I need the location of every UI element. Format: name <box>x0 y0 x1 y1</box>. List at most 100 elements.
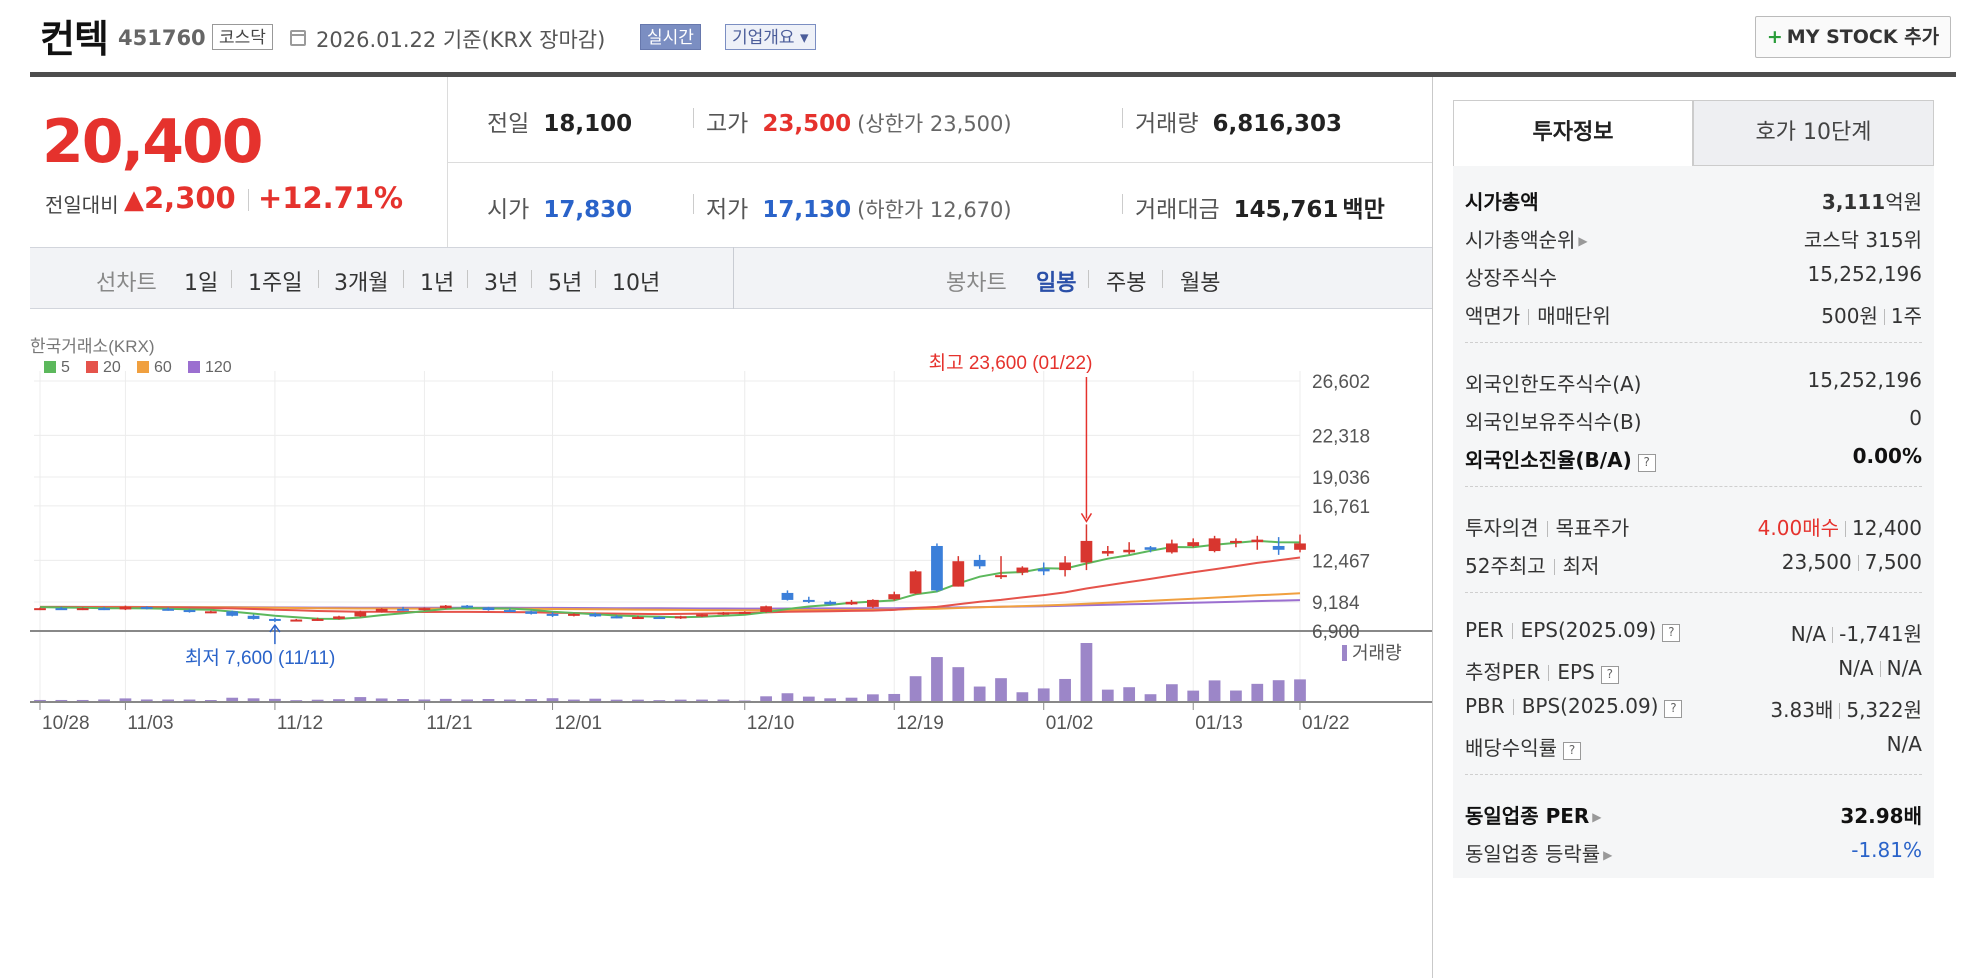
row-sector-change[interactable]: 동일업종 등락률 ▶ -1.81% <box>1453 832 1934 870</box>
row-dividend: 배당수익률? N/A <box>1453 726 1934 764</box>
separator <box>595 270 596 288</box>
row-sector-per[interactable]: 동일업종 PER ▶ 32.98배 <box>1453 794 1934 832</box>
range-1w[interactable]: 1주일 <box>248 271 303 296</box>
help-icon[interactable]: ? <box>1637 454 1656 472</box>
per-eps-label: PER EPS(2025.09)? <box>1465 618 1681 642</box>
rank-label[interactable]: 시가총액순위 ▶ <box>1465 224 1588 253</box>
volume-bar <box>98 699 110 702</box>
pbr-label: PBR <box>1465 694 1505 718</box>
range-3m[interactable]: 3개월 <box>334 271 389 296</box>
bps-label: BPS(2025.09) <box>1521 694 1659 718</box>
sector-change-value: -1.81% <box>1851 838 1922 862</box>
legend-swatch <box>137 361 149 373</box>
separator <box>1553 559 1555 575</box>
volume-bar <box>781 693 794 702</box>
volume-bar <box>269 698 281 702</box>
volume-bar <box>76 699 89 702</box>
low-annotation: 최저 7,600 (11/11) <box>185 647 335 669</box>
calendar-icon <box>290 30 306 46</box>
foreign-ratio-label-text: 외국인소진율(B/A) <box>1465 448 1632 472</box>
add-my-stock-button[interactable]: + MY STOCK 추가 <box>1755 16 1951 58</box>
candle-body <box>1144 547 1157 550</box>
range-3y[interactable]: 3년 <box>484 271 519 296</box>
help-icon[interactable]: ? <box>1600 666 1619 684</box>
separator <box>1122 194 1123 214</box>
shares-value: 15,252,196 <box>1807 262 1922 286</box>
candle-weekly[interactable]: 주봉 <box>1106 271 1147 296</box>
candle-body <box>503 610 516 613</box>
y-tick-label: 6,900 <box>1312 622 1360 643</box>
stat-label: 전일 <box>487 111 530 137</box>
separator <box>248 189 249 211</box>
candle-body <box>1165 543 1178 553</box>
sector-change-label[interactable]: 동일업종 등락률 ▶ <box>1465 838 1612 867</box>
range-1d[interactable]: 1일 <box>184 271 219 296</box>
x-tick-label: 01/02 <box>1046 713 1094 734</box>
candle-body <box>760 606 772 612</box>
header: 컨텍 451760 코스닥 2026.01.22 기준(KRX 장마감) 실시간… <box>0 0 1986 72</box>
candle-monthly[interactable]: 월봉 <box>1180 271 1221 296</box>
help-icon[interactable]: ? <box>1662 624 1681 642</box>
rank-value: 코스닥 315위 <box>1803 228 1922 252</box>
range-1y[interactable]: 1년 <box>420 271 455 296</box>
tab-orderbook[interactable]: 호가 10단계 <box>1693 100 1934 166</box>
row-opinion: 투자의견 목표주가 4.00매수 12,400 <box>1453 506 1934 544</box>
foreign-limit-value: 15,252,196 <box>1807 368 1922 392</box>
separator <box>1845 521 1847 537</box>
caret-right-icon: ▶ <box>1603 848 1613 862</box>
volume-bar <box>1251 683 1264 702</box>
volume-bar <box>717 699 730 702</box>
volume-bar <box>1144 694 1157 702</box>
stat-value: 23,500 <box>762 111 852 137</box>
help-icon[interactable]: ? <box>1664 700 1683 718</box>
candle-body <box>397 608 409 611</box>
per-eps-value: N/A -1,741원 <box>1791 618 1922 647</box>
est-per-value: N/A N/A <box>1838 656 1922 680</box>
y-tick-label: 12,467 <box>1312 551 1370 572</box>
pbr-bps-value: 3.83배 5,322원 <box>1770 694 1922 723</box>
volume-bar <box>1272 680 1285 702</box>
help-icon[interactable]: ? <box>1563 742 1581 760</box>
tab-invest-info[interactable]: 투자정보 <box>1453 100 1693 166</box>
change-label: 전일대비 <box>45 193 119 217</box>
candle-body <box>674 616 687 619</box>
dividend-label-text: 배당수익률 <box>1465 736 1557 760</box>
realtime-button[interactable]: 실시간 <box>640 24 701 50</box>
foreign-hold-label: 외국인보유주식수(B) <box>1465 410 1642 434</box>
volume-bar <box>247 698 260 702</box>
sector-per-label[interactable]: 동일업종 PER ▶ <box>1465 800 1602 829</box>
plus-icon: + <box>1766 26 1783 48</box>
candle-body <box>568 613 580 616</box>
add-my-stock-label: MY STOCK 추가 <box>1786 26 1940 48</box>
header-divider <box>30 72 1956 77</box>
candle-body <box>525 611 538 614</box>
candle-body <box>589 613 602 617</box>
separator <box>467 270 468 288</box>
chart-axes <box>30 630 1432 703</box>
invest-info-panel: 시가총액 3,111억원 시가총액순위 ▶ 코스닥 315위 상장주식수 15,2… <box>1453 166 1934 878</box>
market-cap-unit: 억원 <box>1885 190 1922 214</box>
volume-bar <box>439 698 452 702</box>
candle-body <box>824 601 837 605</box>
range-10y[interactable]: 10년 <box>612 271 661 296</box>
volume-bar <box>162 699 175 702</box>
candle-body <box>909 571 922 594</box>
row-rank[interactable]: 시가총액순위 ▶ 코스닥 315위 <box>1453 218 1934 256</box>
face-lot-label: 액면가 매매단위 <box>1465 300 1611 329</box>
candle-body <box>247 615 260 619</box>
candle-daily[interactable]: 일봉 <box>1036 271 1077 296</box>
volume-bar <box>226 697 239 702</box>
volume-bars <box>34 643 1306 702</box>
stat-label: 저가 <box>706 197 749 223</box>
volume-bar <box>375 698 388 702</box>
company-overview-dropdown[interactable]: 기업개요 ▾ <box>725 24 816 50</box>
separator <box>231 270 232 288</box>
separator <box>1879 661 1881 677</box>
separator <box>318 270 319 288</box>
volume-bar <box>632 699 644 702</box>
candle-body <box>34 608 46 611</box>
row-market-cap: 시가총액 3,111억원 <box>1453 180 1934 218</box>
stat-label: 고가 <box>706 111 749 137</box>
range-5y[interactable]: 5년 <box>548 271 583 296</box>
candle-body <box>632 617 644 620</box>
